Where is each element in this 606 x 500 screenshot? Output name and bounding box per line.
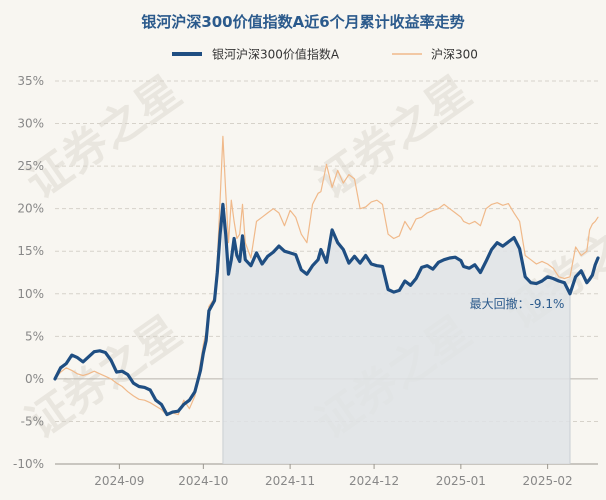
y-tick-label: -10%: [13, 457, 44, 471]
x-tick-label: 2024-12: [349, 474, 399, 488]
y-tick-label: 0%: [25, 372, 44, 386]
watermark-text: 证券之星: [307, 66, 480, 209]
x-tick-label: 2024-09: [94, 474, 144, 488]
y-tick-label: 15%: [17, 244, 44, 258]
fund-line: [53, 202, 600, 417]
legend-label-index: 沪深300: [431, 48, 478, 62]
index-line: [54, 135, 599, 417]
chart-title: 银河沪深300价值指数A近6个月累计收益率走势: [141, 13, 464, 31]
y-tick-label: 20%: [17, 202, 44, 216]
y-tick-label: 35%: [17, 74, 44, 88]
y-tick-label: 10%: [17, 287, 44, 301]
max-drawdown-label: 最大回撤：-9.1%: [470, 296, 565, 311]
y-tick-label: 30%: [17, 117, 44, 131]
x-tick-label: 2025-01: [436, 474, 486, 488]
x-axis: 2024-09 2024-10 2024-11 2024-12 2025-01 2025-…: [94, 464, 573, 488]
legend-label-fund: 银河沪深300价值指数A: [212, 47, 340, 62]
series-lines: [53, 135, 600, 417]
y-axis: -10% -5% 0% 5% 10% 15% 20% 25% 30% 35%: [13, 74, 44, 471]
y-tick-label: 5%: [25, 329, 44, 343]
y-tick-label: 25%: [17, 159, 44, 173]
y-tick-label: -5%: [21, 414, 44, 428]
legend: 银河沪深300价值指数A 沪深300: [172, 47, 478, 62]
x-tick-label: 2025-02: [523, 474, 573, 488]
x-tick-label: 2024-10: [178, 474, 228, 488]
x-tick-label: 2024-11: [265, 474, 315, 488]
